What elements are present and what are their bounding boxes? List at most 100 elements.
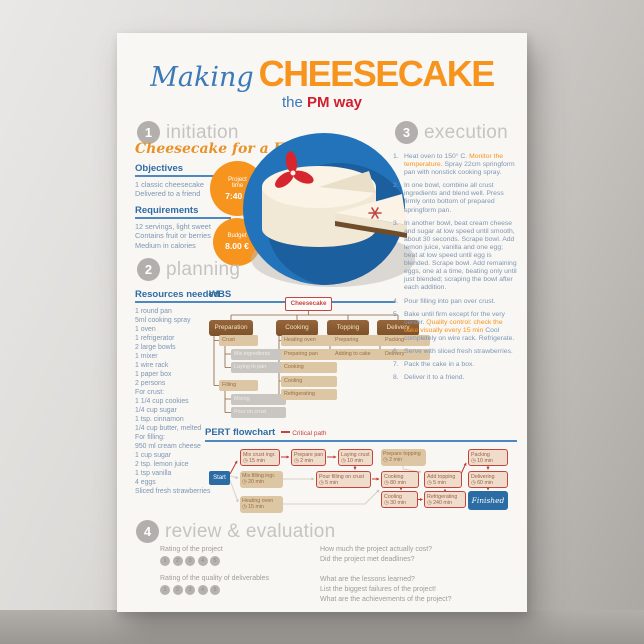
- step-text: Pour filling into pan over crust.: [404, 298, 495, 305]
- resource-item: 2 large bowls: [135, 344, 176, 351]
- rating-dot: 1: [160, 585, 170, 595]
- step-text: In another bowl, beat cream cheese and s…: [404, 220, 517, 292]
- duration-text: 10 min: [477, 458, 493, 465]
- critical-path-legend: Critical path: [292, 430, 327, 437]
- step-text-part: Bake until firm except for the very cent…: [404, 310, 505, 326]
- objectives-heading: Objectives: [135, 163, 184, 174]
- strawberry-garnish: [275, 151, 314, 188]
- step-text-part: Quality control: check the cake visually…: [404, 318, 503, 334]
- pert-task-label: Heating oven: [242, 497, 274, 504]
- clock-icon: ◷: [242, 504, 249, 511]
- badge-label: Project: [228, 176, 247, 183]
- rating-dot: 4: [197, 585, 208, 595]
- execution-step: 3. In another bowl, beat cream cheese and…: [393, 220, 517, 293]
- rating-label: Rating of the project: [160, 546, 223, 553]
- poster-subtitle: the PM way: [117, 94, 527, 111]
- duration-text: 15 min: [248, 504, 264, 511]
- execution-step: 6. Serve with sliced fresh strawberries.: [393, 348, 517, 356]
- clock-icon: ◷: [471, 480, 478, 487]
- step-number: 8.: [393, 374, 399, 382]
- clock-icon: ◷: [471, 458, 478, 465]
- wbs-node-pour-on-crust: Pour on crust: [231, 407, 286, 418]
- wbs-node-delivery-task: Delivery: [382, 348, 430, 360]
- resource-item: 5ml cooking spray: [135, 317, 191, 324]
- section-title: initiation: [166, 121, 239, 143]
- wbs-node-crust: Crust: [219, 335, 258, 346]
- rating-label: Rating of the quality of deliverables: [160, 575, 269, 582]
- requirements-rule: [135, 217, 231, 219]
- wbs-node-heating-oven: Heating oven: [281, 335, 337, 346]
- wbs-node-mixing: Mixing: [231, 393, 286, 405]
- duration-text: 20 min: [248, 479, 264, 486]
- clock-icon: ◷: [294, 458, 301, 465]
- pert-task-duration: ◷ 5 min: [319, 480, 368, 487]
- pert-task-duration: ◷ 240 min: [427, 500, 463, 507]
- step-number: 6.: [393, 347, 399, 355]
- clock-icon: ◷: [427, 480, 434, 487]
- section-number-badge: 3: [395, 121, 418, 144]
- execution-step: 7. Pack the cake in a box.: [393, 361, 517, 369]
- wbs-node-cooking-task: Cooking: [281, 362, 337, 373]
- rating-dot: 5: [210, 556, 220, 566]
- step-text: Heat oven to 150° C. Monitor the tempera…: [404, 153, 515, 176]
- pert-task-duration: ◷ 5 min: [427, 480, 459, 487]
- pert-task-duration: ◷ 15 min: [243, 458, 277, 465]
- section-title: execution: [424, 121, 509, 143]
- section-title: planning: [166, 258, 241, 280]
- step-text: Serve with sliced fresh strawberries.: [404, 348, 513, 355]
- clock-icon: ◷: [341, 458, 348, 465]
- subtitle-pm-way: PM way: [307, 94, 363, 111]
- duration-text: 2 min: [389, 457, 403, 464]
- pert-node-heating-oven: Heating oven ◷ 15 min: [240, 496, 283, 513]
- resource-item: 1 refrigerator: [135, 335, 175, 342]
- pert-task-duration: ◷ 10 min: [341, 458, 370, 465]
- review-question: Did the project met deadlines?: [320, 556, 415, 563]
- pert-node-pour-filling: Pour filling on crust ◷ 5 min: [316, 471, 371, 488]
- resource-item: For crust:: [135, 389, 165, 396]
- resource-item: 2 tsp. lemon juice: [135, 461, 189, 468]
- pert-node-cooling: Cooling ◷ 30 min: [381, 491, 418, 508]
- rating-dot: 3: [185, 556, 195, 566]
- badge-label: time: [231, 183, 244, 189]
- step-text-part: Heat oven to 150° C.: [404, 153, 470, 160]
- pert-task-label: Mix crust ingr.: [243, 451, 276, 458]
- resource-item: 1 paper box: [135, 371, 172, 378]
- resource-item: 1 tsp. cinnamon: [135, 416, 184, 423]
- step-text-part: Serve with sliced fresh strawberries.: [404, 347, 513, 355]
- requirement-item: 12 servings, light sweet: [135, 222, 211, 231]
- wbs-heading: WBS: [209, 289, 232, 300]
- section-number-badge: 2: [137, 258, 160, 281]
- duration-text: 5 min: [325, 480, 339, 487]
- cake-slice-side: [335, 213, 407, 233]
- pert-heading: PERT flowchart Critical path: [205, 427, 327, 438]
- slice-berry-star: [368, 207, 382, 219]
- pert-task-label: Add topping: [427, 473, 456, 480]
- requirements-list: 12 servings, light sweet Contains fruit o…: [135, 222, 245, 250]
- resource-item: 1 cup sugar: [135, 452, 172, 459]
- rating-dot: 3: [185, 585, 195, 595]
- resource-item: 1 wire rack: [135, 362, 169, 369]
- section-number-badge: 4: [136, 520, 159, 543]
- pert-node-finished: Finished: [468, 491, 508, 510]
- pert-task-label: Cooking: [384, 473, 404, 480]
- pert-task-duration: ◷ 30 min: [384, 500, 415, 507]
- pert-node-cooking: Cooking ◷ 80 min: [381, 471, 419, 488]
- subtitle-the: the: [281, 94, 303, 111]
- clock-icon: ◷: [242, 479, 249, 486]
- table-surface: [0, 610, 644, 644]
- execution-step: 2. In one bowl, combine all crust ingredi…: [393, 182, 517, 214]
- resources-list: 1 round pan 5ml cooking spray 1 oven 1 refr…: [135, 307, 245, 496]
- step-text-part: Pour filling into pan over crust.: [404, 297, 496, 305]
- section-initiation-header: 1 initiation: [137, 121, 239, 144]
- execution-steps: 1. Heat oven to 150° C. Monitor the tempe…: [393, 153, 517, 387]
- wbs-node-preparing: Preparing: [332, 335, 390, 346]
- badge-value: 7:40 h: [225, 190, 250, 201]
- pert-task-label: Prepare topping: [383, 450, 421, 457]
- title-script: Making: [150, 62, 254, 93]
- objective-item: 1 classic cheesecake: [135, 180, 204, 189]
- pert-task-label: Pour filling on crust: [319, 473, 365, 480]
- step-text-part: In one bowl, combine all crust ingredien…: [404, 182, 504, 214]
- wbs-node-cooking: Cooking: [276, 320, 318, 336]
- clock-icon: ◷: [383, 457, 390, 464]
